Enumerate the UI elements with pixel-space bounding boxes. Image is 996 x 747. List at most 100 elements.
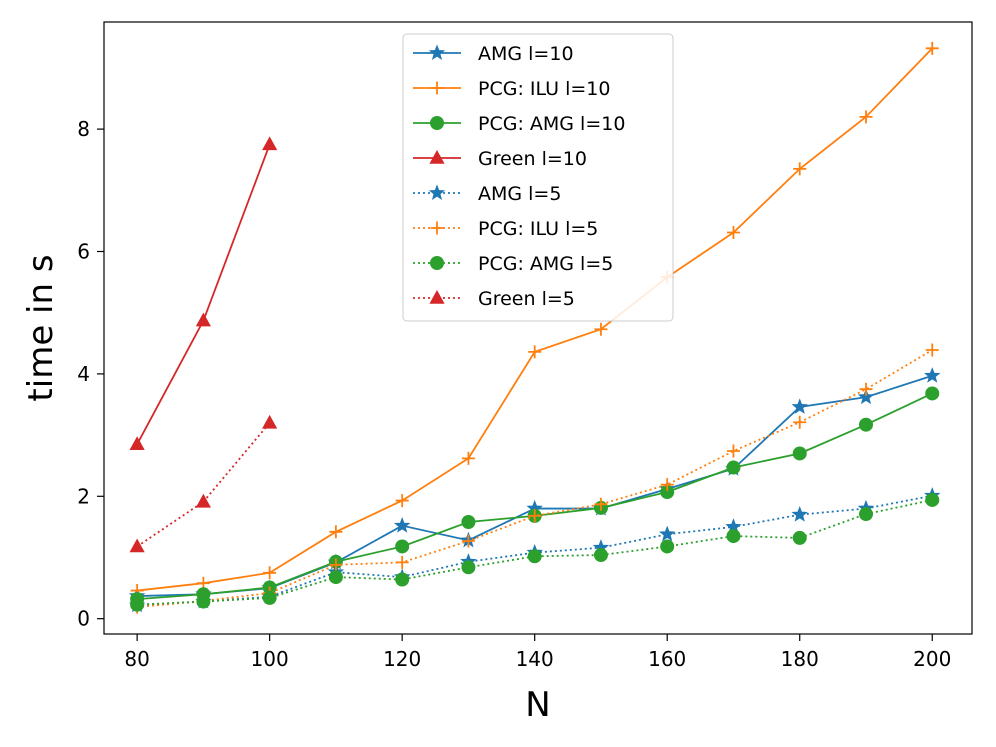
data-point <box>262 414 278 429</box>
data-point <box>461 515 476 530</box>
legend-marker <box>429 290 445 304</box>
legend-label: PCG: ILU l=10 <box>478 78 610 100</box>
data-point <box>792 446 807 461</box>
legend-item: AMG l=5 <box>413 183 561 205</box>
data-point <box>726 460 741 475</box>
legend-marker <box>430 221 444 235</box>
legend-item: PCG: ILU l=5 <box>413 218 598 240</box>
data-point <box>660 485 675 500</box>
x-tick-label: 180 <box>781 647 819 671</box>
y-axis-label: time in s <box>21 254 61 401</box>
data-point <box>262 590 277 605</box>
data-point <box>925 492 940 507</box>
series-7 <box>129 414 278 553</box>
legend-item: AMG l=10 <box>413 43 574 65</box>
legend-item: PCG: AMG l=5 <box>413 253 613 275</box>
legend-item: PCG: ILU l=10 <box>413 78 610 100</box>
data-point <box>858 417 873 432</box>
data-point <box>395 572 410 587</box>
legend-item: PCG: AMG l=10 <box>413 113 625 135</box>
legend-label: PCG: AMG l=5 <box>478 253 613 275</box>
data-point <box>196 594 211 609</box>
x-tick-label: 120 <box>383 647 421 671</box>
data-point <box>925 386 940 401</box>
series-layer <box>128 41 941 614</box>
legend-label: PCG: ILU l=5 <box>478 218 598 240</box>
series-line <box>136 422 271 548</box>
y-tick-label: 4 <box>77 362 90 386</box>
data-point <box>791 398 808 414</box>
legend-marker <box>428 184 446 200</box>
legend-marker <box>430 256 444 270</box>
series-3 <box>129 136 278 451</box>
data-point <box>195 312 211 327</box>
data-point <box>528 345 542 359</box>
data-point <box>129 436 145 451</box>
data-point <box>858 507 873 522</box>
legend-label: AMG l=5 <box>478 183 561 205</box>
legend-label: Green l=5 <box>478 288 575 310</box>
data-point <box>859 382 873 396</box>
data-point <box>659 525 676 542</box>
data-point <box>593 548 608 563</box>
y-tick-label: 8 <box>77 117 90 141</box>
legend-marker <box>428 44 446 60</box>
x-axis-ticks: 80 100 120 140 160 180 200 <box>124 634 951 671</box>
legend-label: Green l=10 <box>478 148 587 170</box>
data-point <box>461 534 475 548</box>
data-point <box>263 566 277 580</box>
data-point <box>726 444 740 458</box>
legend-marker <box>429 150 445 164</box>
data-point <box>791 506 808 522</box>
y-tick-label: 2 <box>77 484 90 508</box>
data-point <box>793 415 807 429</box>
data-point <box>925 41 939 55</box>
x-tick-label: 80 <box>124 647 149 671</box>
y-axis-ticks: 0 2 4 6 8 <box>77 117 104 631</box>
data-point <box>395 494 409 508</box>
data-point <box>130 597 145 612</box>
legend-label: PCG: AMG l=10 <box>478 113 625 135</box>
data-point <box>792 530 807 545</box>
data-point <box>594 322 608 336</box>
legend-items: AMG l=10 PCG: ILU l=10 PCG: AMG l=10 Green … <box>413 43 625 310</box>
x-axis-label: N <box>525 685 550 725</box>
legend-marker <box>430 81 444 95</box>
data-point <box>461 560 476 575</box>
data-point <box>660 478 674 492</box>
data-point <box>859 110 873 124</box>
data-point <box>329 558 343 572</box>
data-point <box>924 367 941 383</box>
legend-item: Green l=5 <box>413 288 575 310</box>
legend-box <box>402 33 674 322</box>
data-point <box>262 136 278 151</box>
data-point <box>461 451 475 465</box>
legend: AMG l=10 PCG: ILU l=10 PCG: AMG l=10 Green … <box>402 33 674 322</box>
x-tick-label: 140 <box>516 647 554 671</box>
y-tick-label: 0 <box>77 607 90 631</box>
y-tick-label: 6 <box>77 240 90 264</box>
data-point <box>129 538 145 553</box>
data-point <box>329 525 343 539</box>
series-1 <box>130 41 939 598</box>
legend-marker <box>430 116 444 130</box>
x-tick-label: 160 <box>648 647 686 671</box>
data-point <box>393 517 411 533</box>
data-point <box>395 539 410 554</box>
data-point <box>594 497 608 511</box>
plot-frame <box>103 21 973 635</box>
legend-item: Green l=10 <box>413 148 587 170</box>
data-point <box>660 539 675 554</box>
data-point <box>726 226 740 240</box>
data-point <box>527 549 542 564</box>
data-point <box>328 570 343 585</box>
data-point <box>726 529 741 544</box>
x-tick-label: 200 <box>913 647 951 671</box>
legend-label: AMG l=10 <box>478 43 574 65</box>
data-point <box>395 555 409 569</box>
data-point <box>195 493 211 508</box>
data-point <box>925 343 939 357</box>
data-point <box>528 509 542 523</box>
x-tick-label: 100 <box>251 647 289 671</box>
